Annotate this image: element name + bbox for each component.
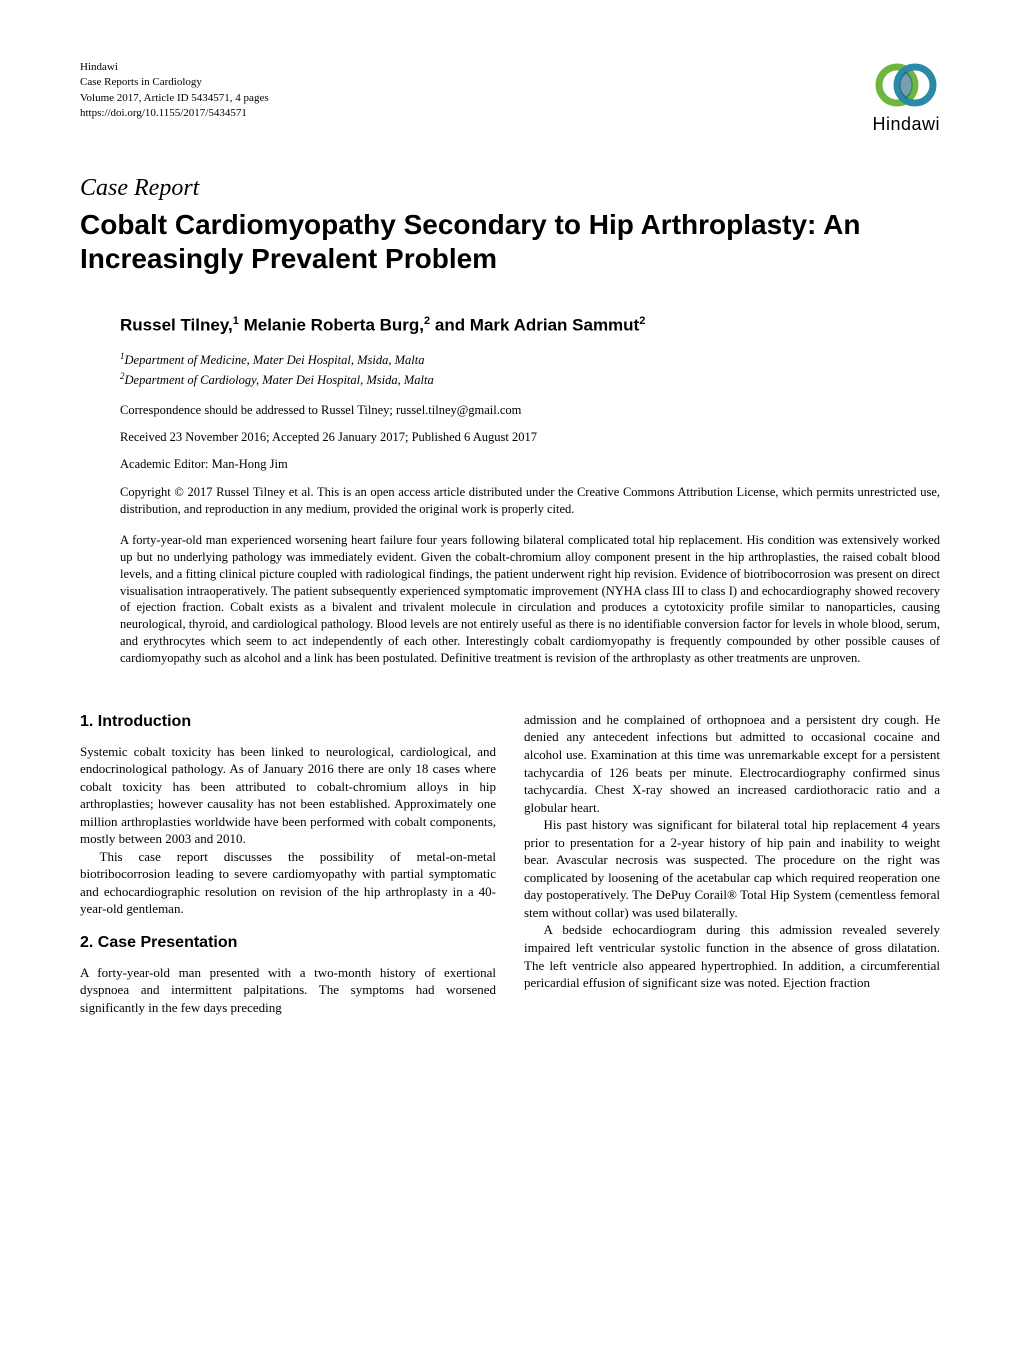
article-dates: Received 23 November 2016; Accepted 26 J… bbox=[120, 430, 940, 445]
body-columns: 1. Introduction Systemic cobalt toxicity… bbox=[80, 711, 940, 1016]
journal-name: Case Reports in Cardiology bbox=[80, 75, 269, 90]
author-list: Russel Tilney,1 Melanie Roberta Burg,2 a… bbox=[120, 315, 940, 336]
journal-info-block: Hindawi Case Reports in Cardiology Volum… bbox=[80, 60, 269, 122]
intro-paragraph-1: Systemic cobalt toxicity has been linked… bbox=[80, 743, 496, 848]
publisher-name: Hindawi bbox=[80, 60, 269, 75]
section-heading-case: 2. Case Presentation bbox=[80, 932, 496, 954]
affiliation-line: 2Department of Cardiology, Mater Dei Hos… bbox=[120, 370, 940, 390]
left-column: 1. Introduction Systemic cobalt toxicity… bbox=[80, 711, 496, 1016]
intro-paragraph-2: This case report discusses the possibili… bbox=[80, 848, 496, 918]
case-paragraph-1: A forty-year-old man presented with a tw… bbox=[80, 964, 496, 1017]
case-paragraph-2: His past history was significant for bil… bbox=[524, 816, 940, 921]
publisher-logo-text: Hindawi bbox=[872, 114, 940, 135]
academic-editor: Academic Editor: Man-Hong Jim bbox=[120, 457, 940, 472]
copyright-notice: Copyright © 2017 Russel Tilney et al. Th… bbox=[120, 484, 940, 518]
case-paragraph-3: A bedside echocardiogram during this adm… bbox=[524, 921, 940, 991]
article-title: Cobalt Cardiomyopathy Secondary to Hip A… bbox=[80, 208, 940, 275]
section-heading-introduction: 1. Introduction bbox=[80, 711, 496, 733]
document-type: Case Report bbox=[80, 175, 940, 202]
affiliation-line: 1Department of Medicine, Mater Dei Hospi… bbox=[120, 350, 940, 370]
case-paragraph-1-continued: admission and he complained of orthopnoe… bbox=[524, 711, 940, 816]
abstract-text: A forty-year-old man experienced worseni… bbox=[120, 532, 940, 667]
affiliations-block: 1Department of Medicine, Mater Dei Hospi… bbox=[120, 350, 940, 389]
hindawi-logo-icon bbox=[875, 60, 937, 110]
doi-link: https://doi.org/10.1155/2017/5434571 bbox=[80, 106, 269, 121]
correspondence-line: Correspondence should be addressed to Ru… bbox=[120, 403, 940, 418]
publisher-logo: Hindawi bbox=[872, 60, 940, 135]
right-column: admission and he complained of orthopnoe… bbox=[524, 711, 940, 1016]
volume-line: Volume 2017, Article ID 5434571, 4 pages bbox=[80, 91, 269, 106]
